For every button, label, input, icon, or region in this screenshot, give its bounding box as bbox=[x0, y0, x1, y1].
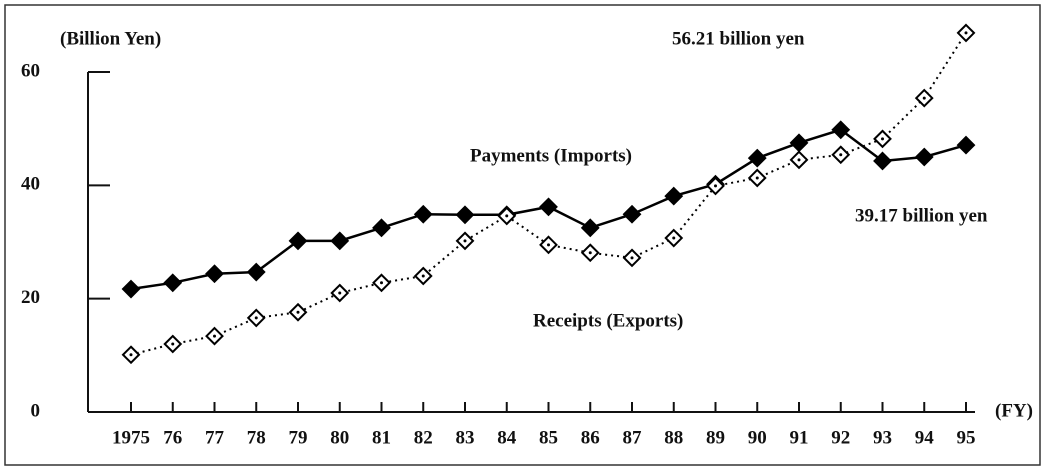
marker bbox=[789, 133, 809, 153]
marker-dot bbox=[213, 334, 216, 338]
x-axis-label: (FY) bbox=[995, 400, 1033, 421]
marker bbox=[622, 204, 642, 224]
marker bbox=[372, 218, 391, 238]
marker bbox=[205, 264, 224, 284]
marker bbox=[246, 262, 266, 282]
y-axis-label: (Billion Yen) bbox=[60, 28, 161, 49]
marker-dot bbox=[588, 251, 592, 255]
x-tick-label: 89 bbox=[706, 427, 725, 448]
marker-dot bbox=[964, 31, 968, 35]
x-tick-label: 95 bbox=[957, 427, 976, 448]
marker-dot bbox=[839, 153, 843, 157]
y-tick-label: 40 bbox=[21, 174, 40, 195]
x-tick-label: 81 bbox=[372, 427, 391, 448]
x-tick-label: 86 bbox=[581, 427, 600, 448]
series-label: Payments (Imports) bbox=[470, 145, 632, 166]
marker bbox=[580, 218, 600, 238]
x-tick-label: 90 bbox=[748, 427, 767, 448]
marker-dot bbox=[505, 214, 509, 218]
x-tick-label: 91 bbox=[790, 427, 809, 448]
marker bbox=[330, 231, 350, 251]
y-tick-label: 0 bbox=[31, 400, 41, 421]
x-tick-label: 77 bbox=[205, 427, 225, 448]
marker bbox=[664, 186, 684, 206]
marker-dot bbox=[714, 184, 717, 188]
marker bbox=[539, 197, 558, 217]
marker-dot bbox=[254, 316, 258, 320]
x-tick-label: 80 bbox=[330, 427, 349, 448]
marker-dot bbox=[755, 176, 759, 180]
x-tick-label: 87 bbox=[623, 427, 643, 448]
marker bbox=[455, 205, 475, 225]
marker bbox=[413, 204, 433, 224]
marker bbox=[831, 120, 851, 140]
marker-dot bbox=[129, 353, 133, 357]
marker bbox=[747, 148, 767, 168]
marker bbox=[873, 151, 892, 171]
y-tick-label: 20 bbox=[21, 287, 40, 308]
y-tick-label: 60 bbox=[21, 60, 40, 81]
series-line bbox=[130, 32, 967, 356]
annotation: 56.21 billion yen bbox=[672, 28, 805, 49]
x-tick-label: 79 bbox=[289, 427, 308, 448]
x-tick-label: 92 bbox=[831, 427, 850, 448]
marker-dot bbox=[338, 291, 342, 295]
marker-dot bbox=[922, 96, 926, 100]
marker-dot bbox=[547, 243, 550, 247]
series-label: Receipts (Exports) bbox=[533, 310, 683, 331]
x-tick-label: 85 bbox=[539, 427, 558, 448]
x-tick-label: 93 bbox=[873, 427, 892, 448]
marker bbox=[288, 231, 308, 251]
marker-dot bbox=[797, 158, 801, 162]
x-tick-label: 78 bbox=[247, 427, 266, 448]
marker-dot bbox=[171, 342, 175, 346]
x-tick-label: 83 bbox=[456, 427, 475, 448]
x-tick-label: 82 bbox=[414, 427, 433, 448]
x-tick-label: 94 bbox=[915, 427, 935, 448]
marker-dot bbox=[672, 236, 676, 240]
marker-dot bbox=[630, 256, 634, 260]
x-tick-label: 84 bbox=[497, 427, 517, 448]
annotation: 39.17 billion yen bbox=[855, 205, 988, 226]
marker-dot bbox=[421, 274, 425, 278]
frame bbox=[4, 4, 1041, 466]
x-tick-label: 88 bbox=[664, 427, 683, 448]
marker-dot bbox=[296, 310, 300, 314]
x-tick-label: 1975 bbox=[112, 427, 150, 448]
marker bbox=[163, 273, 183, 293]
marker-dot bbox=[380, 281, 383, 285]
marker-dot bbox=[881, 137, 884, 141]
marker-dot bbox=[463, 239, 467, 243]
marker bbox=[914, 147, 934, 167]
x-tick-label: 76 bbox=[163, 427, 182, 448]
marker bbox=[121, 279, 141, 299]
marker bbox=[956, 135, 976, 155]
